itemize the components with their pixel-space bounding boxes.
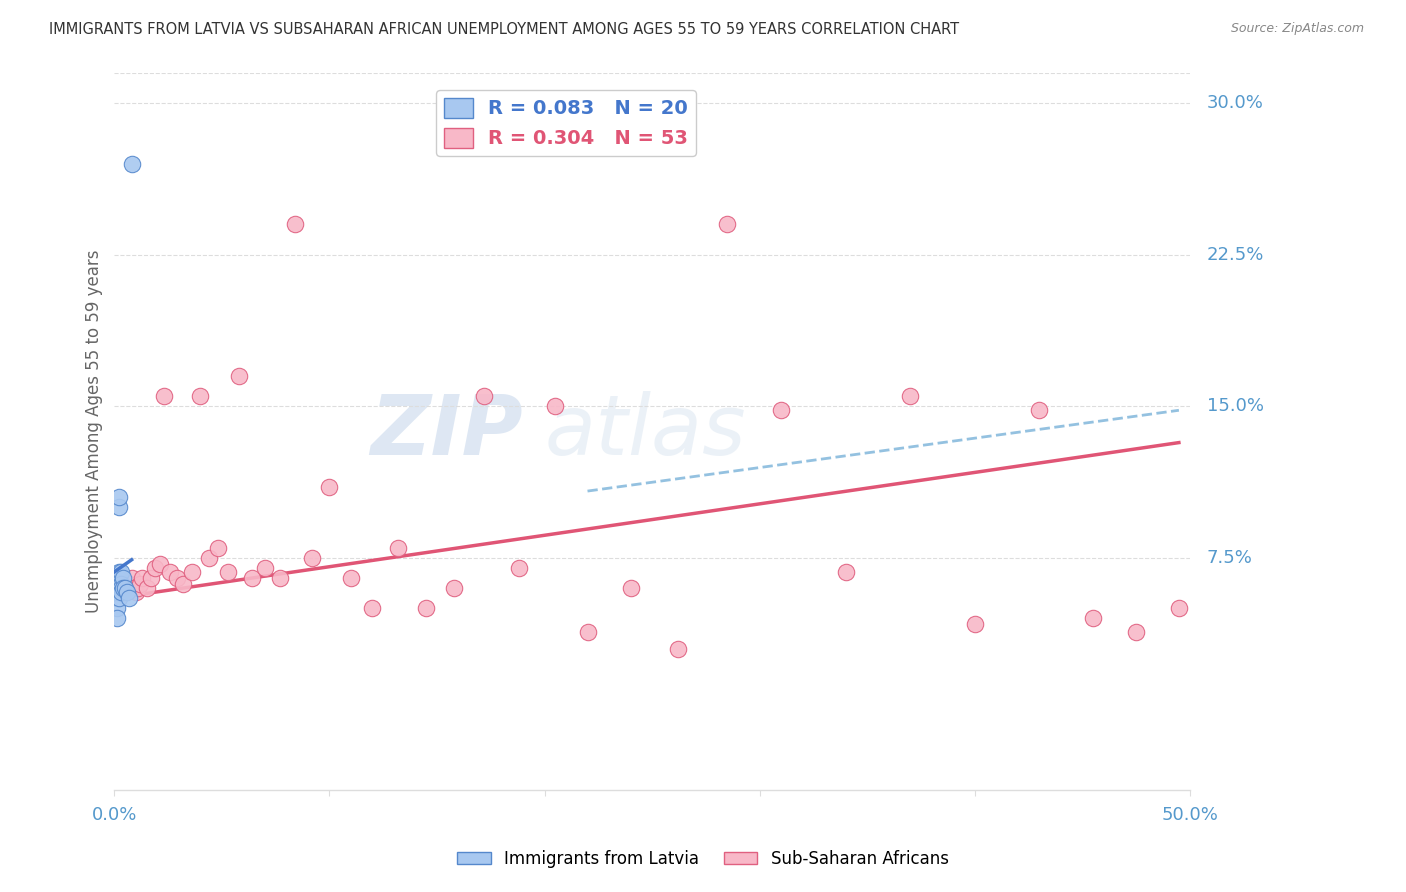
Point (172, 577, 194, 591)
Text: IMMIGRANTS FROM LATVIA VS SUBSAHARAN AFRICAN UNEMPLOYMENT AMONG AGES 55 TO 59 YE: IMMIGRANTS FROM LATVIA VS SUBSAHARAN AFR… (49, 22, 959, 37)
Point (107, 571, 129, 585)
Point (301, 550, 323, 565)
Point (117, 585, 139, 599)
Point (240, 571, 263, 585)
Point (122, 581, 145, 595)
Point (153, 389, 176, 403)
Legend: R = 0.083   N = 20, R = 0.304   N = 53: R = 0.083 N = 20, R = 0.304 N = 53 (436, 90, 696, 156)
Point (114, 585, 136, 599)
Text: 50.0%: 50.0% (1161, 806, 1218, 824)
Point (117, 581, 139, 595)
Point (107, 565, 129, 579)
Point (207, 541, 229, 555)
Point (143, 561, 166, 575)
Point (180, 565, 202, 579)
Point (217, 565, 239, 579)
Point (110, 585, 132, 599)
Point (443, 581, 465, 595)
Text: ZIP: ZIP (370, 391, 523, 472)
Text: 22.5%: 22.5% (1206, 246, 1264, 264)
Text: 7.5%: 7.5% (1206, 549, 1253, 566)
Point (118, 591, 141, 606)
Point (131, 571, 153, 585)
Point (105, 581, 128, 595)
Point (340, 571, 363, 585)
Point (110, 581, 132, 595)
Point (127, 581, 149, 595)
Point (619, 581, 641, 595)
Point (1167, 601, 1189, 615)
Point (139, 571, 162, 585)
Point (387, 541, 409, 555)
Text: 15.0%: 15.0% (1206, 397, 1264, 416)
Legend: Immigrants from Latvia, Sub-Saharan Africans: Immigrants from Latvia, Sub-Saharan Afri… (451, 844, 955, 875)
Point (1125, 625, 1147, 640)
Point (269, 571, 291, 585)
Point (166, 571, 188, 585)
Point (111, 581, 134, 595)
Point (110, 577, 132, 591)
Point (472, 389, 495, 403)
Point (107, 585, 129, 599)
Point (361, 601, 384, 615)
Point (963, 617, 986, 632)
Point (121, 157, 143, 171)
Point (770, 403, 793, 417)
Y-axis label: Unemployment Among Ages 55 to 59 years: Unemployment Among Ages 55 to 59 years (86, 250, 103, 613)
Point (159, 565, 181, 579)
Point (1028, 403, 1050, 417)
Text: 30.0%: 30.0% (1206, 95, 1264, 112)
Point (110, 565, 132, 579)
Point (111, 571, 134, 585)
Point (508, 561, 530, 575)
Point (105, 601, 128, 615)
Point (125, 585, 148, 599)
Text: Source: ZipAtlas.com: Source: ZipAtlas.com (1230, 22, 1364, 36)
Point (107, 500, 129, 515)
Point (318, 480, 340, 494)
Point (1081, 611, 1104, 625)
Point (415, 601, 437, 615)
Point (666, 641, 689, 656)
Point (834, 565, 856, 579)
Point (114, 581, 136, 595)
Point (110, 581, 132, 595)
Text: 0.0%: 0.0% (91, 806, 138, 824)
Point (129, 577, 152, 591)
Point (284, 218, 307, 232)
Point (716, 218, 738, 232)
Point (576, 625, 599, 640)
Point (190, 389, 212, 403)
Point (898, 389, 921, 403)
Point (107, 591, 129, 606)
Point (107, 490, 129, 504)
Point (121, 571, 143, 585)
Point (253, 561, 276, 575)
Point (198, 550, 221, 565)
Point (148, 557, 170, 571)
Point (105, 577, 128, 591)
Point (105, 591, 128, 606)
Point (105, 611, 128, 625)
Point (228, 368, 250, 383)
Text: atlas: atlas (544, 391, 747, 472)
Point (107, 581, 129, 595)
Point (118, 577, 141, 591)
Point (544, 399, 567, 413)
Point (135, 581, 157, 595)
Point (111, 577, 134, 591)
